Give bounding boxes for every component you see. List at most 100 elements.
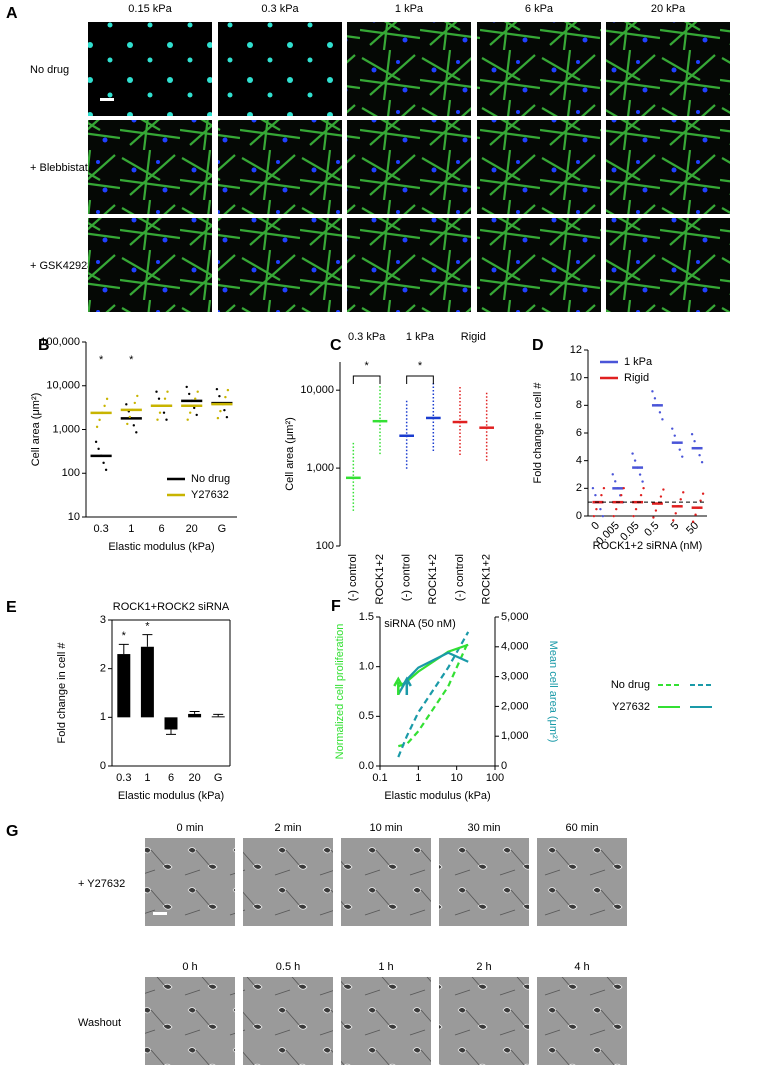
- micrograph: [88, 120, 212, 214]
- scale-bar: [100, 98, 114, 101]
- micrograph: [537, 838, 627, 926]
- y-tick-label: 6: [576, 427, 582, 439]
- y-tick-label: 1: [100, 711, 106, 723]
- y2-tick-label: 1,000: [501, 730, 529, 742]
- data-dot: [595, 507, 598, 511]
- data-dot: [125, 403, 128, 406]
- data-dot: [658, 411, 662, 414]
- data-dot: [642, 486, 645, 490]
- row-label: + GSK429286: [30, 260, 99, 272]
- data-dot: [634, 507, 638, 511]
- significance: *: [145, 621, 150, 633]
- data-dot: [133, 401, 136, 405]
- x-tick-label: G: [218, 523, 227, 535]
- data-dot: [102, 461, 105, 465]
- x-tick-label: (-) control: [401, 554, 413, 601]
- data-dot: [215, 387, 219, 391]
- group-label: 1 kPa: [406, 331, 435, 343]
- x-tick-label: 0.5: [642, 520, 661, 539]
- micrograph: [218, 218, 342, 312]
- panel-letter: G: [6, 823, 18, 840]
- significance: *: [129, 354, 134, 366]
- data-dot: [221, 402, 225, 406]
- row-label: + Blebbistatin: [30, 162, 96, 174]
- y-tick-label: 2: [100, 663, 106, 675]
- y-tick-label: 100,000: [40, 336, 80, 348]
- data-dot: [189, 411, 192, 414]
- bar: [164, 717, 178, 730]
- micrograph: [347, 22, 471, 116]
- x-tick-label: 5: [669, 520, 682, 533]
- bar: [117, 654, 131, 718]
- micrograph: [218, 22, 342, 116]
- time-label: 60 min: [565, 822, 598, 834]
- data-dot: [616, 487, 619, 490]
- data-dot: [136, 394, 139, 398]
- error-bar: [213, 713, 224, 717]
- x-tick-label: G: [214, 772, 223, 784]
- significance: *: [99, 354, 104, 366]
- data-dot: [191, 404, 194, 407]
- data-dot: [694, 513, 697, 516]
- error-bar: [166, 729, 176, 735]
- data-dot: [104, 468, 108, 472]
- data-dot: [651, 390, 654, 393]
- x-tick-label: 20: [186, 523, 198, 535]
- y-tick-label: 0.5: [359, 710, 374, 722]
- micrograph: [145, 977, 235, 1065]
- data-dot: [639, 493, 643, 497]
- scale-bar: [153, 912, 167, 915]
- x-axis-label: siRNA (50 nM): [384, 618, 456, 630]
- data-dot: [633, 459, 637, 462]
- micrograph: [606, 22, 730, 116]
- x-tick-label: 6: [158, 523, 164, 535]
- legend-label: No drug: [611, 679, 650, 691]
- x-tick-label: 0.3: [93, 523, 108, 535]
- data-dot: [196, 390, 199, 393]
- y-tick-label: 0: [576, 510, 582, 522]
- data-dot: [681, 455, 684, 458]
- data-dot: [186, 418, 189, 421]
- data-dot: [132, 424, 135, 427]
- y-tick-label: 2: [576, 482, 582, 494]
- bracket: [406, 375, 434, 384]
- legend-label: Y27632: [612, 701, 650, 713]
- row-label: No drug: [30, 64, 69, 76]
- x-tick-label: (-) control: [347, 554, 359, 601]
- data-dot: [591, 486, 595, 490]
- data-dot: [698, 454, 701, 457]
- data-dot: [641, 480, 644, 483]
- micrograph: [477, 218, 601, 312]
- data-dot: [98, 418, 101, 422]
- significance: *: [122, 630, 127, 642]
- data-dot: [600, 493, 603, 497]
- panel-letter: F: [331, 598, 341, 615]
- micrograph: [341, 977, 431, 1065]
- y2-tick-label: 2,000: [501, 700, 529, 712]
- micrograph: [477, 120, 601, 214]
- data-dot: [654, 509, 658, 512]
- data-dot: [135, 431, 138, 434]
- x-tick-label: ROCK1+2: [481, 554, 493, 604]
- y2-tick-label: 0: [501, 760, 507, 772]
- time-label: 30 min: [467, 822, 500, 834]
- column-label: 1 kPa: [395, 3, 424, 15]
- data-dot: [158, 411, 162, 414]
- data-dot: [185, 385, 188, 389]
- series-line: [397, 631, 470, 758]
- data-dot: [188, 392, 191, 396]
- data-dot: [679, 498, 682, 501]
- data-dot: [594, 493, 597, 497]
- group-label: Rigid: [461, 331, 486, 343]
- data-dot: [163, 397, 167, 400]
- data-dot: [690, 433, 694, 436]
- data-dot: [691, 520, 695, 523]
- data-dot: [638, 473, 642, 476]
- data-dot: [195, 413, 198, 417]
- x-tick-label: 20: [188, 772, 200, 784]
- data-dot: [166, 390, 169, 393]
- data-dot: [226, 388, 230, 392]
- x-axis-label: Elastic modulus (kPa): [384, 790, 490, 802]
- data-dot: [671, 427, 674, 430]
